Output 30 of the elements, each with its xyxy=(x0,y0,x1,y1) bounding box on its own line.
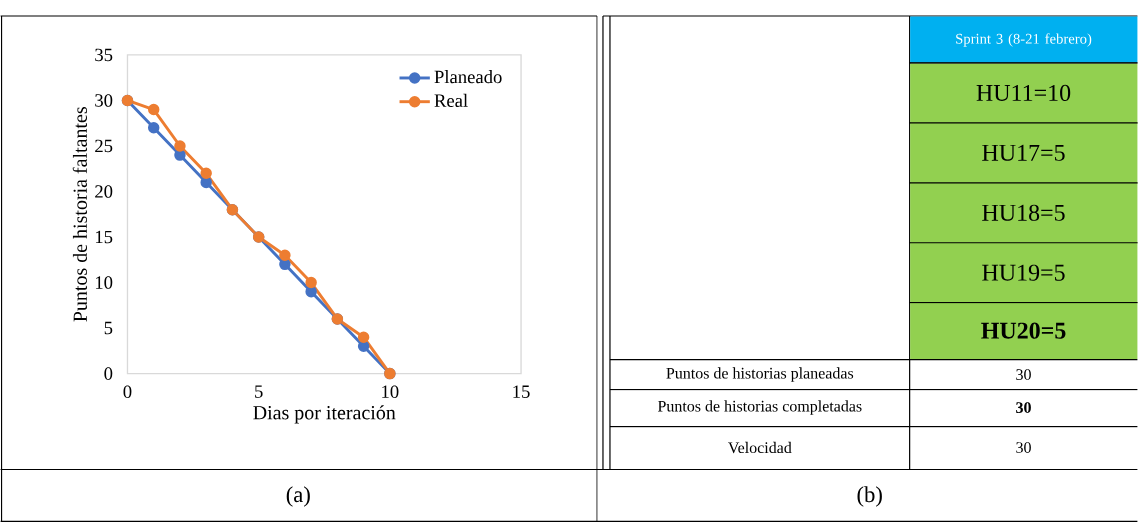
text: HU19=5 xyxy=(982,264,1065,281)
y-tick-label: 0 xyxy=(104,367,113,380)
legend-label: Planeado xyxy=(434,69,502,83)
y-tick-label: 5 xyxy=(104,321,113,335)
y-tick-label: 25 xyxy=(95,139,113,153)
text: HU11=10 xyxy=(976,84,1071,101)
text: Puntos de historias planeadas xyxy=(666,367,854,382)
text: HU20=5 xyxy=(981,322,1066,339)
text: (b) xyxy=(857,486,882,507)
x-axis-title: Dias por iteración xyxy=(253,405,396,424)
x-tick-label: 10 xyxy=(382,385,399,398)
text: HU18=5 xyxy=(982,204,1065,221)
y-axis-title: Puntos de historia faltantes xyxy=(72,106,87,322)
text: (a) xyxy=(286,485,310,507)
x-tick-label: 15 xyxy=(513,385,530,398)
y-tick-label: 15 xyxy=(95,230,113,244)
text: HU17=5 xyxy=(982,144,1065,161)
legend-label: Real xyxy=(434,93,468,107)
text: Velocidad xyxy=(728,441,792,453)
y-tick-label: 35 xyxy=(95,48,113,61)
text: 30 xyxy=(1016,368,1031,380)
x-tick-label: 5 xyxy=(255,385,263,398)
y-tick-label: 30 xyxy=(95,93,113,107)
y-tick-label: 10 xyxy=(95,276,113,289)
x-tick-label: 0 xyxy=(123,385,132,398)
text: Sprint 3 (8-21 febrero) xyxy=(956,33,1092,47)
y-tick-label: 20 xyxy=(95,184,113,198)
text: 30 xyxy=(1016,401,1031,413)
text: 30 xyxy=(1016,441,1031,453)
text: Puntos de historias completadas xyxy=(657,400,862,415)
